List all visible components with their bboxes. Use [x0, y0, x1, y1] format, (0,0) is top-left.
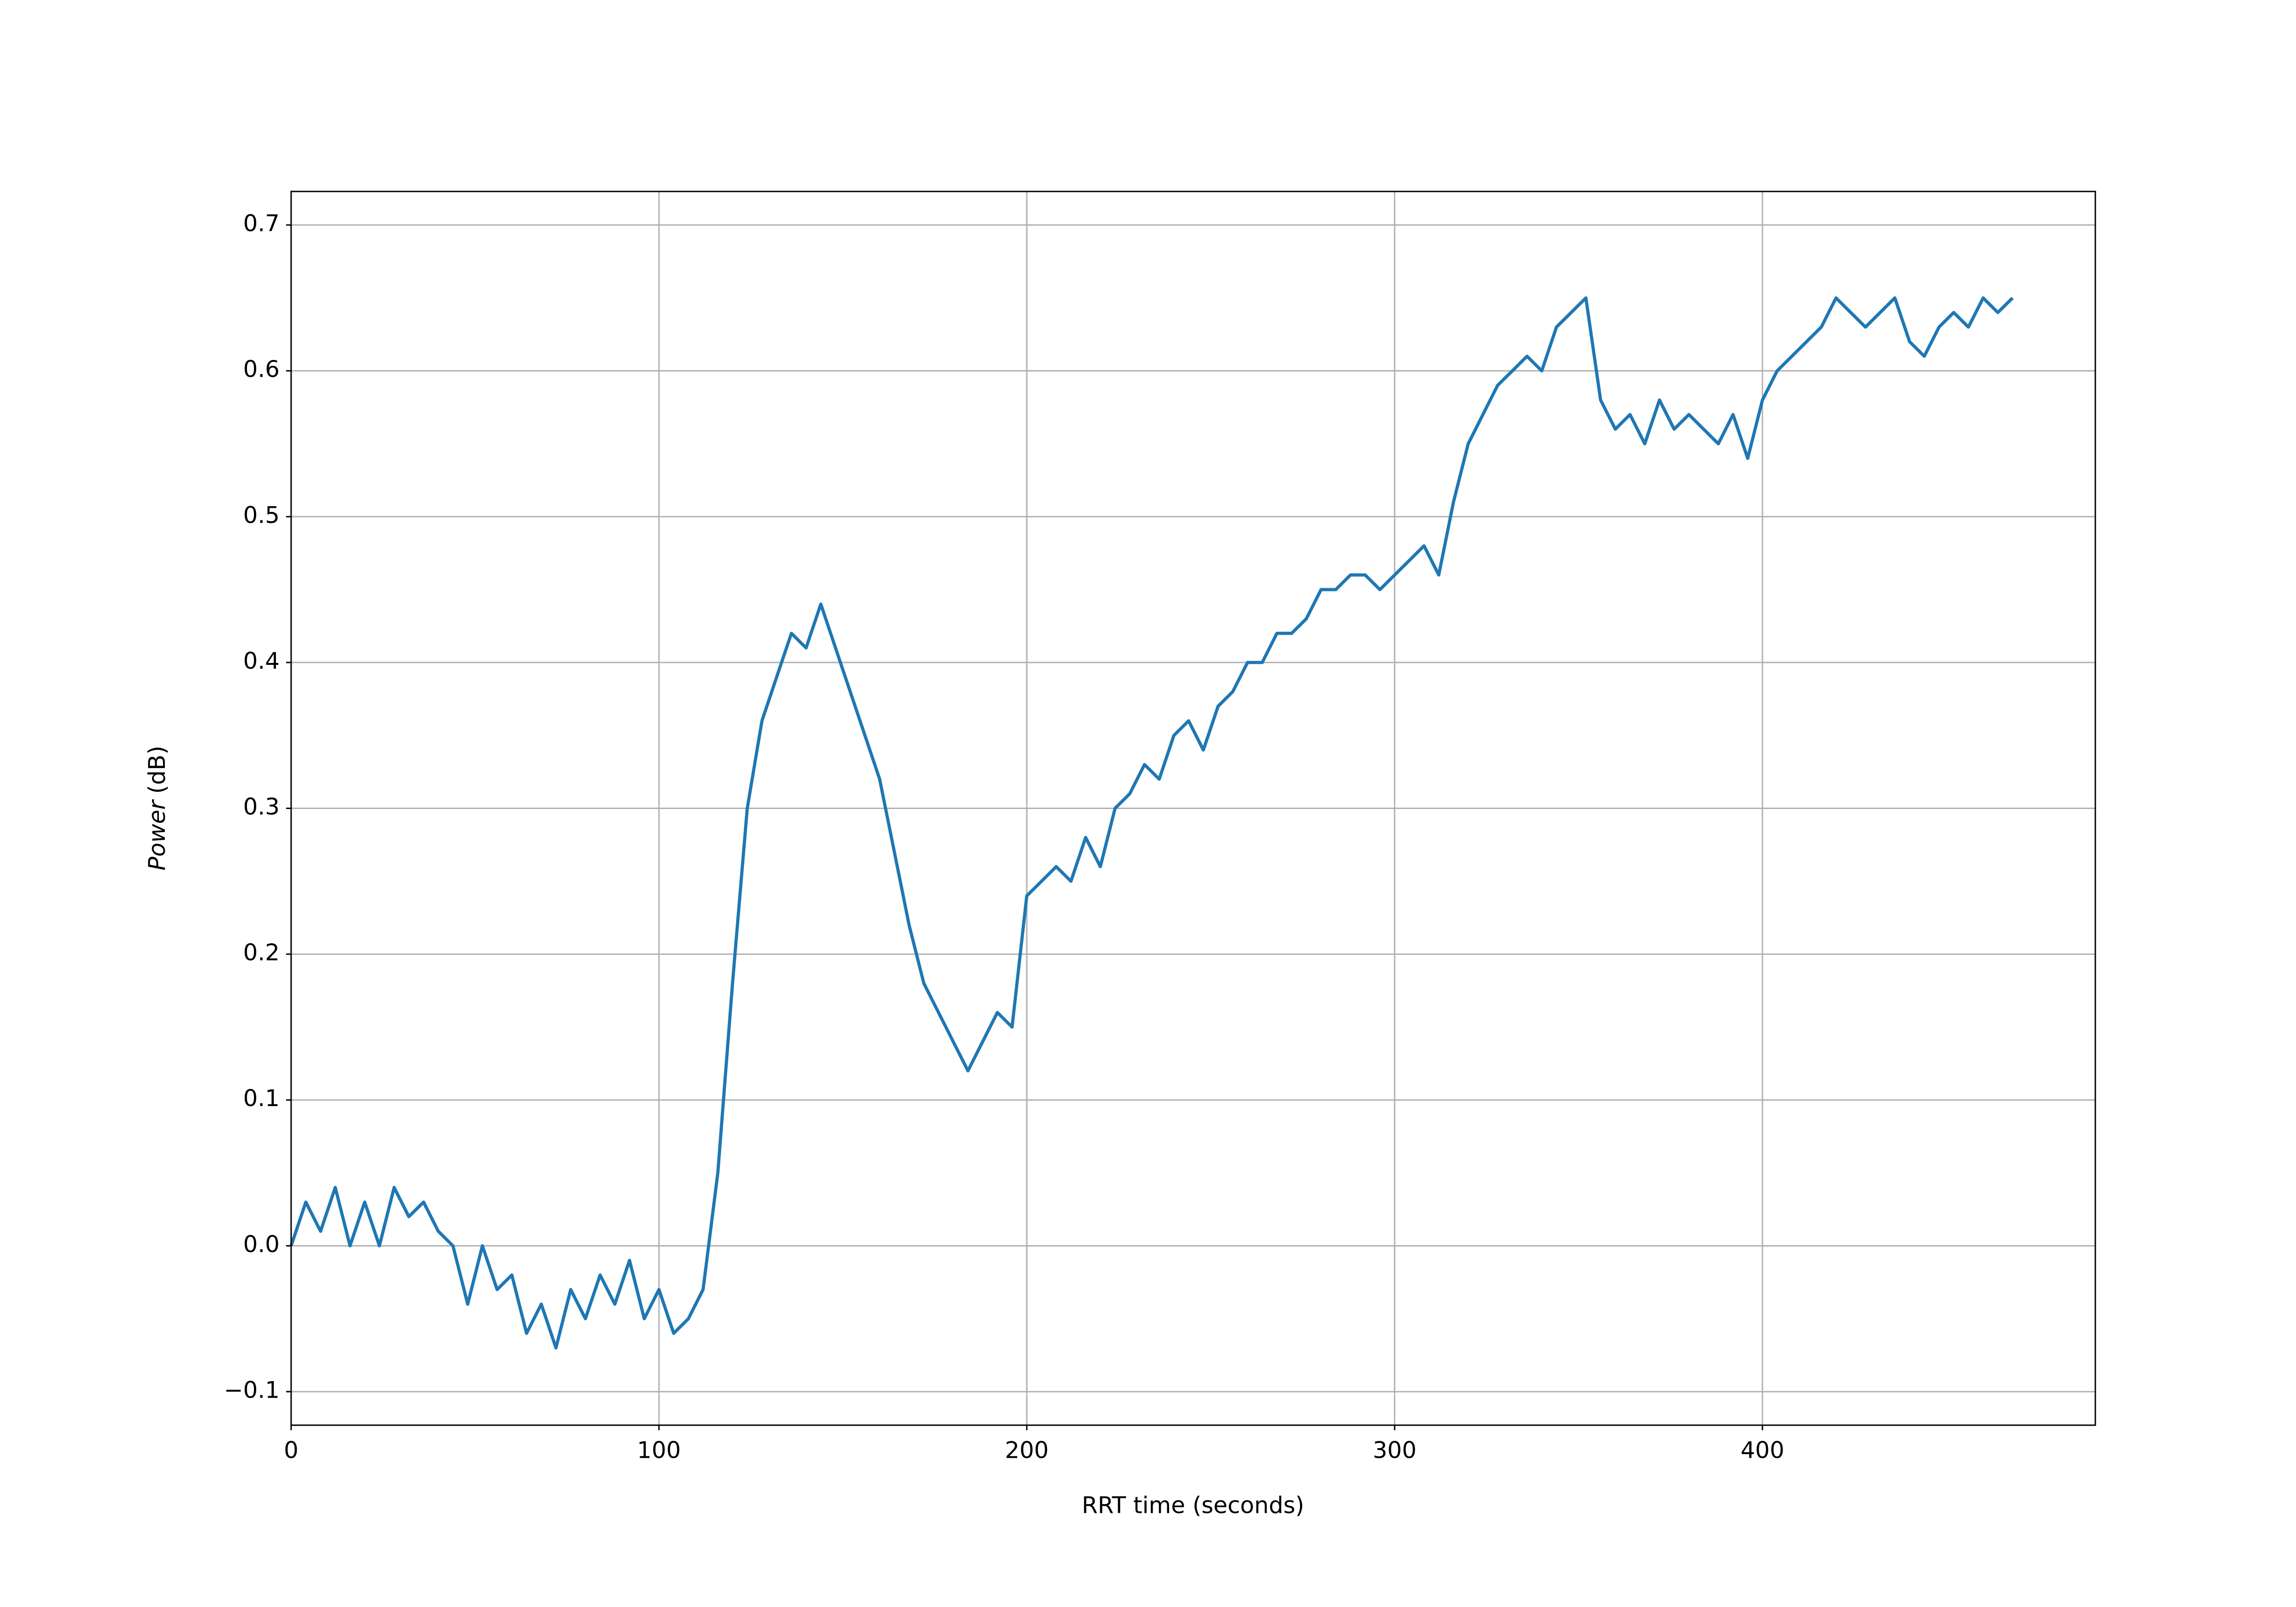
y-axis-label-unit: (dB)	[144, 746, 170, 794]
plot-frame	[290, 191, 2096, 1426]
y-tick-label: 0.3	[243, 793, 280, 820]
y-tick-label: 0.6	[243, 356, 280, 382]
y-tick-label: 0.4	[243, 647, 280, 674]
data-line	[289, 296, 2014, 1350]
y-tick-label: 0.7	[243, 210, 280, 237]
y-tick-label: −0.1	[224, 1377, 280, 1403]
y-tick-label: 0.5	[243, 502, 280, 528]
x-tick-label: 100	[637, 1437, 681, 1464]
y-tick-label: 0.2	[243, 939, 280, 966]
y-tick-label: 0.0	[243, 1231, 280, 1258]
y-tick-label: 0.1	[243, 1085, 280, 1112]
x-tick-label: 400	[1740, 1437, 1784, 1464]
x-axis-label: RRT time (seconds)	[1082, 1492, 1305, 1519]
y-axis-label: Power (dB)	[144, 746, 170, 871]
x-tick-label: 0	[284, 1437, 298, 1464]
y-axis-label-emphasis: Power	[144, 799, 170, 871]
x-tick-label: 300	[1373, 1437, 1416, 1464]
x-tick-label: 200	[1005, 1437, 1048, 1464]
